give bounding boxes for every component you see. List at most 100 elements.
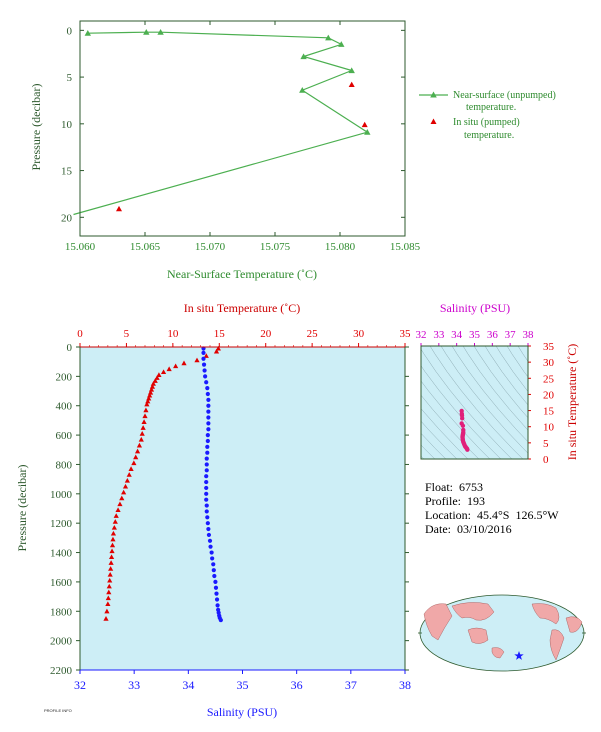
salinity-point: [205, 438, 210, 444]
top-legend: Near-surface (unpumped) temperature. In …: [419, 90, 556, 141]
in-situ-temperature-point: [152, 378, 158, 383]
salinity-point: [204, 380, 209, 385]
ts-density-contour: [421, 348, 513, 459]
ts-density-contour: [421, 408, 469, 459]
top-xtick-label: 15.060: [65, 241, 96, 253]
salinity-point: [206, 403, 211, 408]
in-situ-temperature-point: [110, 536, 116, 542]
salinity-point: [204, 456, 209, 461]
ts-ytick-label: 10: [543, 422, 555, 434]
salinity-point: [204, 497, 209, 502]
in-situ-temperature-point: [136, 442, 143, 448]
ts-density-contour: [440, 346, 528, 454]
in-situ-temperature-point: [105, 601, 111, 607]
legend-triangle-near-surface: [430, 91, 437, 98]
map-land: [423, 602, 583, 661]
in-situ-temperature-point: [160, 369, 167, 375]
near-surface-point: [348, 67, 355, 74]
ts-xtick-label: 35: [469, 329, 481, 341]
top-ytick-label: 5: [67, 72, 73, 84]
salinity-point: [203, 374, 208, 379]
salinity-point: [204, 509, 209, 514]
ts-density-contour: [462, 346, 528, 431]
salinity-point: [206, 526, 211, 532]
ts-plot-frame: [420, 345, 529, 460]
temperature-tick-label: 20: [260, 328, 272, 340]
in-situ-temperature-point: [110, 530, 117, 536]
near-surface-line: [73, 31, 369, 216]
ts-plot-area: [421, 346, 528, 459]
salinity-point: [207, 538, 213, 543]
temperature-tick-label: 30: [353, 328, 365, 340]
in-situ-point: [116, 205, 122, 212]
ts-density-contour: [495, 346, 528, 392]
in-situ-temperature-point: [107, 577, 113, 583]
float-location: Location: 45.4°S 126.5°W: [425, 508, 559, 522]
legend-near-surface-label: Near-surface (unpumped): [453, 90, 556, 101]
salinity-point: [214, 597, 220, 602]
near-surface-point: [84, 29, 91, 36]
float-location-star: [514, 651, 524, 660]
main-plot-area: [80, 347, 405, 670]
ts-density-contour: [429, 346, 524, 459]
in-situ-temperature-point: [213, 348, 220, 354]
ts-ytick-label: 30: [543, 357, 555, 369]
salinity-point: [205, 432, 210, 438]
salinity-point: [204, 503, 209, 508]
in-situ-temperature-point: [128, 466, 134, 471]
near-surface-point: [299, 86, 306, 93]
top-xtick-label: 15.085: [390, 241, 421, 253]
salinity-point: [214, 591, 219, 596]
ts-ytick-label: 25: [543, 373, 555, 385]
pressure-tick-label: 600: [56, 430, 73, 442]
salinity-point: [213, 585, 219, 590]
ts-data: [459, 408, 470, 452]
top-ytick-label: 10: [61, 119, 73, 131]
pressure-tick-label: 200: [56, 371, 73, 383]
near-surface-point: [338, 41, 345, 47]
in-situ-temperature-point: [112, 519, 118, 524]
salinity-tick-label: 34: [182, 678, 194, 692]
ts-xtick-label: 34: [451, 329, 463, 341]
salinity-point: [204, 485, 209, 491]
ts-density-contour: [506, 346, 528, 378]
in-situ-temperature-point: [106, 583, 112, 589]
in-situ-temperature-point: [140, 425, 146, 430]
temperature-tick-label: 25: [307, 328, 319, 340]
pressure-tick-label: 1600: [50, 577, 73, 589]
near-surface-point: [157, 29, 164, 35]
salinity-tick-label: 32: [74, 678, 86, 692]
salinity-tick-label: 38: [399, 678, 411, 692]
in-situ-temperature-point: [145, 398, 151, 404]
temperature-tick-label: 15: [214, 328, 226, 340]
main-panel: In situ Temperature (˚C) Salinity (PSU) …: [15, 301, 411, 719]
salinity-point: [218, 617, 223, 623]
ts-xtick-label: 38: [523, 329, 535, 341]
salinity-point: [211, 562, 216, 567]
in-situ-temperature-point: [126, 472, 132, 477]
near-surface-point: [300, 53, 307, 60]
in-situ-temperature-point: [113, 513, 119, 518]
ts-density-contour: [421, 365, 502, 459]
in-situ-temperature-point: [147, 392, 153, 398]
profile-number: Profile: 193: [425, 494, 485, 508]
profile-date: Date: 03/10/2016: [425, 522, 512, 536]
legend-near-surface-label-2: temperature.: [466, 102, 516, 113]
in-situ-temperature-point: [203, 353, 209, 358]
salinity-point: [204, 468, 209, 473]
in-situ-temperature-point: [194, 357, 200, 363]
temperature-tick-label: 0: [77, 328, 83, 340]
ts-density-contour: [484, 346, 528, 406]
pressure-tick-label: 1800: [50, 606, 73, 618]
in-situ-temperature-point: [142, 413, 148, 419]
ts-density-contours: [421, 346, 528, 459]
ts-ytick-label: 20: [543, 389, 555, 401]
in-situ-temperature-point: [121, 489, 127, 495]
ts-density-contour: [421, 394, 480, 459]
ts-density-contour: [451, 346, 528, 443]
in-situ-temperature-point: [122, 483, 129, 489]
ts-point: [465, 447, 470, 452]
in-situ-temperature-point: [108, 560, 114, 565]
in-situ-temperature-point: [106, 589, 112, 595]
main-top-xlabel: In situ Temperature (˚C): [184, 301, 301, 315]
